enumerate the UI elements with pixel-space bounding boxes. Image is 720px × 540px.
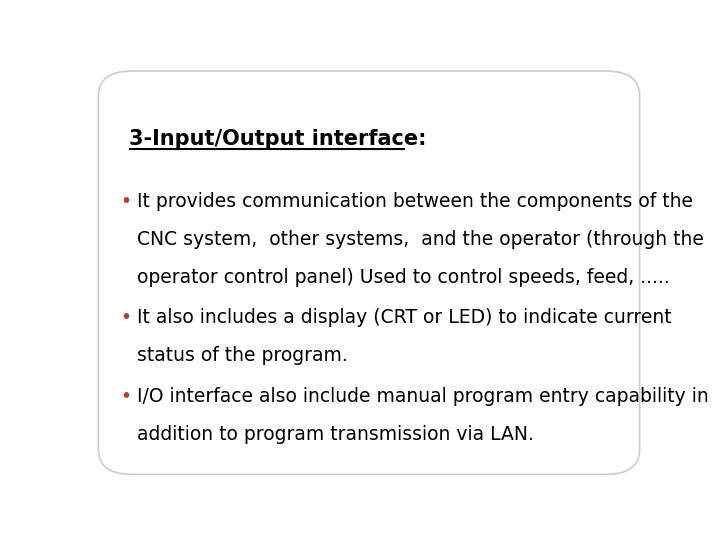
Text: •: • — [121, 192, 132, 211]
Text: •: • — [121, 308, 132, 327]
Text: I/O interface also include manual program entry capability in: I/O interface also include manual progra… — [138, 387, 709, 406]
FancyBboxPatch shape — [99, 71, 639, 474]
Text: operator control panel) Used to control speeds, feed, .....: operator control panel) Used to control … — [138, 268, 670, 287]
Text: It also includes a display (CRT or LED) to indicate current: It also includes a display (CRT or LED) … — [138, 308, 672, 327]
Text: addition to program transmission via LAN.: addition to program transmission via LAN… — [138, 426, 534, 444]
Text: CNC system,  other systems,  and the operator (through the: CNC system, other systems, and the opera… — [138, 230, 704, 249]
Text: 3-Input/Output interface:: 3-Input/Output interface: — [129, 129, 426, 149]
Text: status of the program.: status of the program. — [138, 346, 348, 365]
Text: •: • — [121, 387, 132, 406]
Text: It provides communication between the components of the: It provides communication between the co… — [138, 192, 693, 211]
